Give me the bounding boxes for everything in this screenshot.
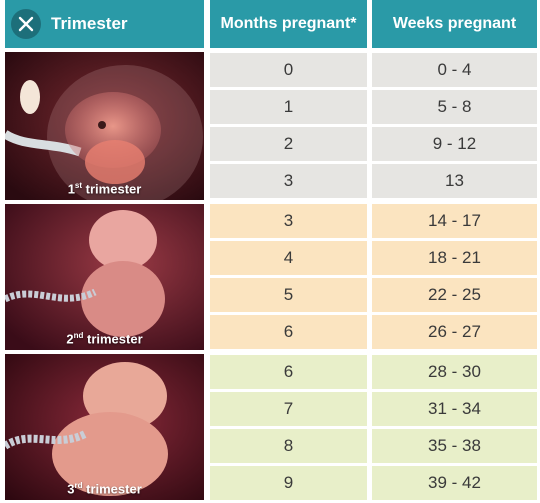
months-cell: 2	[210, 127, 367, 161]
months-cell: 6	[210, 355, 367, 389]
weeks-cell: 5 - 8	[372, 90, 537, 124]
months-cell: 0	[210, 53, 367, 87]
months-cell: 9	[210, 466, 367, 500]
weeks-cell: 28 - 30	[372, 355, 537, 389]
weeks-cell: 14 - 17	[372, 204, 537, 238]
weeks-cell: 26 - 27	[372, 315, 537, 349]
trimester-header: Trimester	[5, 0, 204, 48]
third-trimester-label: 3rd trimester	[67, 480, 142, 496]
close-button[interactable]	[11, 9, 41, 39]
months-cell: 3	[210, 164, 367, 198]
months-cell: 5	[210, 278, 367, 312]
first-trimester-label: 1st trimester	[67, 180, 142, 196]
weeks-cell: 9 - 12	[372, 127, 537, 161]
second-trimester-image: 2nd trimester	[5, 204, 204, 350]
second-trimester-label: 2nd trimester	[66, 330, 143, 346]
weeks-cell: 35 - 38	[372, 429, 537, 463]
months-cell: 3	[210, 204, 367, 238]
months-header: Months pregnant*	[210, 0, 367, 48]
third-trimester-image: 3rd trimester	[5, 354, 204, 500]
weeks-cell: 0 - 4	[372, 53, 537, 87]
months-cell: 6	[210, 315, 367, 349]
weeks-cell: 13	[372, 164, 537, 198]
first-trimester-image: 1st trimester	[5, 52, 204, 200]
weeks-cell: 31 - 34	[372, 392, 537, 426]
months-cell: 4	[210, 241, 367, 275]
months-cell: 1	[210, 90, 367, 124]
months-cell: 7	[210, 392, 367, 426]
weeks-cell: 22 - 25	[372, 278, 537, 312]
weeks-cell: 39 - 42	[372, 466, 537, 500]
close-icon	[18, 16, 34, 32]
weeks-cell: 18 - 21	[372, 241, 537, 275]
months-cell: 8	[210, 429, 367, 463]
weeks-header: Weeks pregnant	[372, 0, 537, 48]
trimester-header-label: Trimester	[51, 14, 128, 33]
